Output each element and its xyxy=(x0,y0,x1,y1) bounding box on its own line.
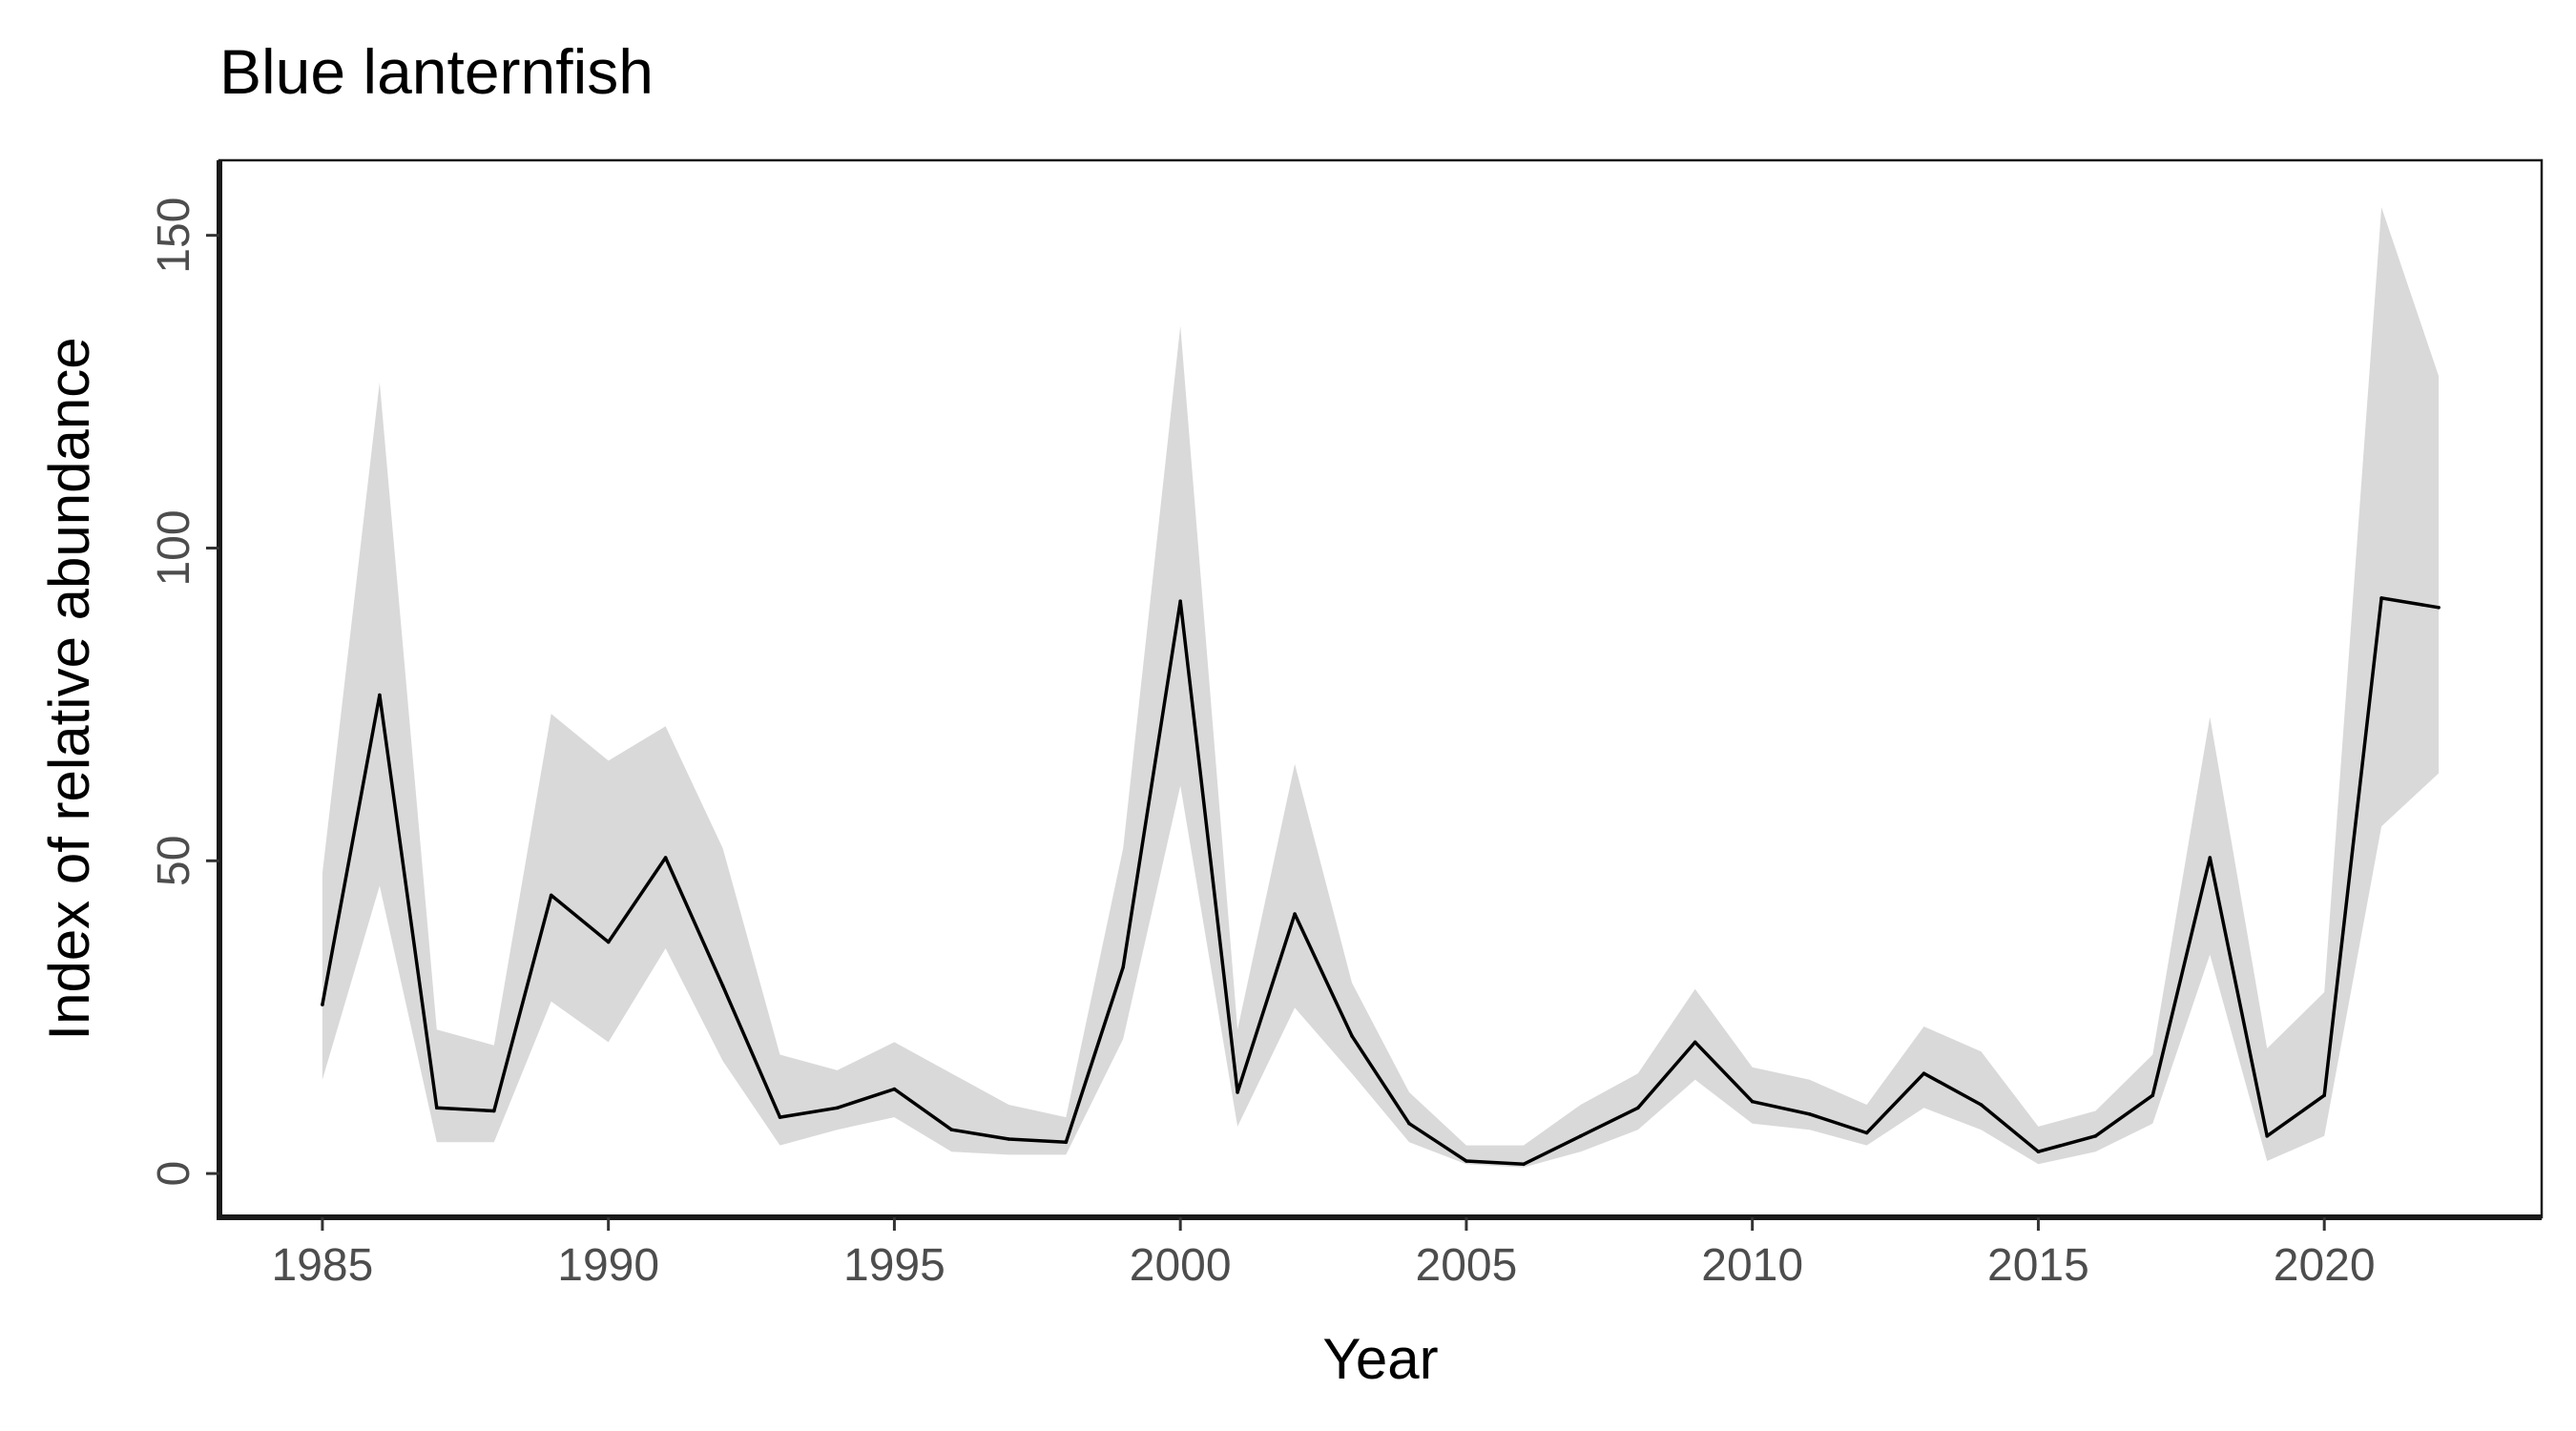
data-point xyxy=(1293,912,1297,916)
series-line xyxy=(321,596,2440,1167)
y-tick-label: 100 xyxy=(149,509,199,586)
data-point xyxy=(1064,1140,1069,1145)
data-point xyxy=(1350,1034,1354,1038)
data-point xyxy=(1465,1159,1468,1163)
y-tick-label: 50 xyxy=(149,836,199,886)
data-point xyxy=(1007,1137,1011,1141)
confidence-band xyxy=(322,207,2440,1168)
data-point xyxy=(2150,1093,2155,1097)
x-tick-label: 2000 xyxy=(1130,1240,1232,1291)
data-point xyxy=(778,1115,782,1119)
data-point xyxy=(2379,596,2383,600)
data-point xyxy=(2036,1150,2041,1153)
data-point xyxy=(892,1087,897,1091)
data-point xyxy=(1236,1090,1239,1094)
data-point xyxy=(435,1106,439,1110)
data-point xyxy=(2093,1134,2098,1138)
y-axis-ticks: 0 50 100 150 xyxy=(149,197,219,1187)
data-point xyxy=(2322,1093,2326,1097)
y-axis-title: Index of relative abundance xyxy=(37,337,101,1040)
x-tick-label: 2010 xyxy=(1701,1240,1803,1291)
data-point xyxy=(2437,606,2441,610)
x-tick-label: 2015 xyxy=(1987,1240,2089,1291)
x-tick-label: 2020 xyxy=(2274,1240,2376,1291)
y-tick-label: 0 xyxy=(149,1161,199,1187)
data-point xyxy=(1636,1106,1640,1110)
x-axis-title: Year xyxy=(1322,1327,1438,1391)
data-point xyxy=(1979,1103,1984,1107)
x-tick-label: 1995 xyxy=(843,1240,945,1291)
data-points xyxy=(321,596,2441,1167)
data-point xyxy=(321,1003,324,1006)
data-point xyxy=(2265,1134,2269,1138)
x-axis-ticks: 1985 1990 1995 2000 2005 2010 2015 2020 xyxy=(272,1217,2376,1291)
data-point xyxy=(1407,1121,1411,1126)
data-point xyxy=(378,693,382,697)
data-point xyxy=(1864,1130,1869,1135)
data-point xyxy=(1693,1040,1697,1045)
x-tick-label: 2005 xyxy=(1416,1240,1518,1291)
data-point xyxy=(606,940,611,944)
data-point xyxy=(1922,1071,1926,1075)
data-point xyxy=(1579,1134,1583,1138)
y-tick-label: 150 xyxy=(149,197,199,274)
data-point xyxy=(1807,1112,1812,1116)
data-point xyxy=(492,1109,496,1113)
data-point xyxy=(835,1106,840,1110)
data-point xyxy=(1121,965,1125,969)
data-point xyxy=(949,1128,954,1131)
data-point xyxy=(1178,599,1182,603)
data-point xyxy=(549,893,553,898)
data-point xyxy=(1522,1162,1526,1167)
data-point xyxy=(1750,1099,1755,1104)
chart-title: Blue lanternfish xyxy=(219,36,654,107)
plot-area xyxy=(218,158,2544,1219)
x-tick-label: 1985 xyxy=(272,1240,374,1291)
x-tick-label: 1990 xyxy=(557,1240,659,1291)
data-point xyxy=(663,856,668,860)
data-point xyxy=(2208,856,2212,860)
data-point xyxy=(720,984,725,988)
